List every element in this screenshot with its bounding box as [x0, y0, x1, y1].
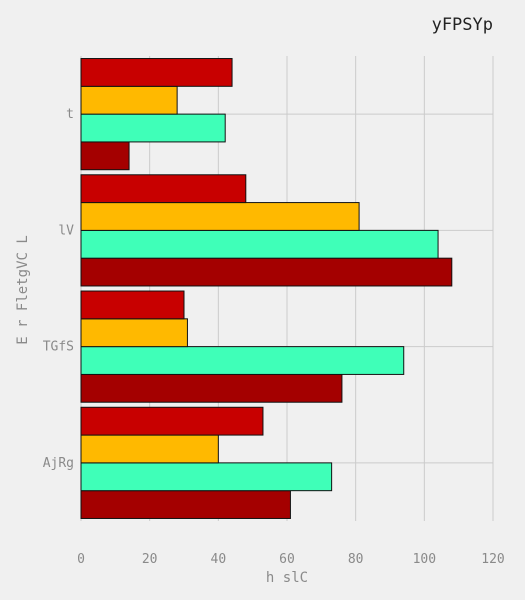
x-tick-label: 40 — [211, 552, 227, 567]
bar — [81, 114, 225, 142]
bar — [81, 258, 452, 286]
bar — [81, 407, 263, 435]
x-axis-label: h slC — [266, 570, 308, 586]
bar — [81, 203, 359, 231]
bar — [81, 86, 177, 114]
category-label: TGfS — [43, 340, 74, 355]
bar — [81, 491, 290, 519]
x-tick-label: 80 — [348, 552, 364, 567]
x-tick-label: 20 — [142, 552, 158, 567]
chart-title: yFPSYp — [432, 15, 493, 35]
category-label: lV — [58, 223, 74, 238]
x-tick-label: 0 — [77, 552, 85, 567]
bar — [81, 291, 184, 319]
bar — [81, 175, 246, 203]
x-tick-label: 60 — [279, 552, 295, 567]
bar — [81, 59, 232, 87]
bar — [81, 230, 438, 258]
bar — [81, 347, 404, 375]
bar — [81, 463, 332, 491]
bar — [81, 374, 342, 402]
bar — [81, 319, 187, 347]
bars — [81, 59, 452, 519]
y-axis-label: E r FletgVC L — [15, 235, 31, 345]
x-tick-label: 120 — [481, 552, 504, 567]
category-label: t — [66, 107, 74, 122]
bar — [81, 142, 129, 170]
bar — [81, 435, 218, 463]
category-label: AjRg — [43, 456, 74, 471]
x-tick-label: 100 — [413, 552, 436, 567]
